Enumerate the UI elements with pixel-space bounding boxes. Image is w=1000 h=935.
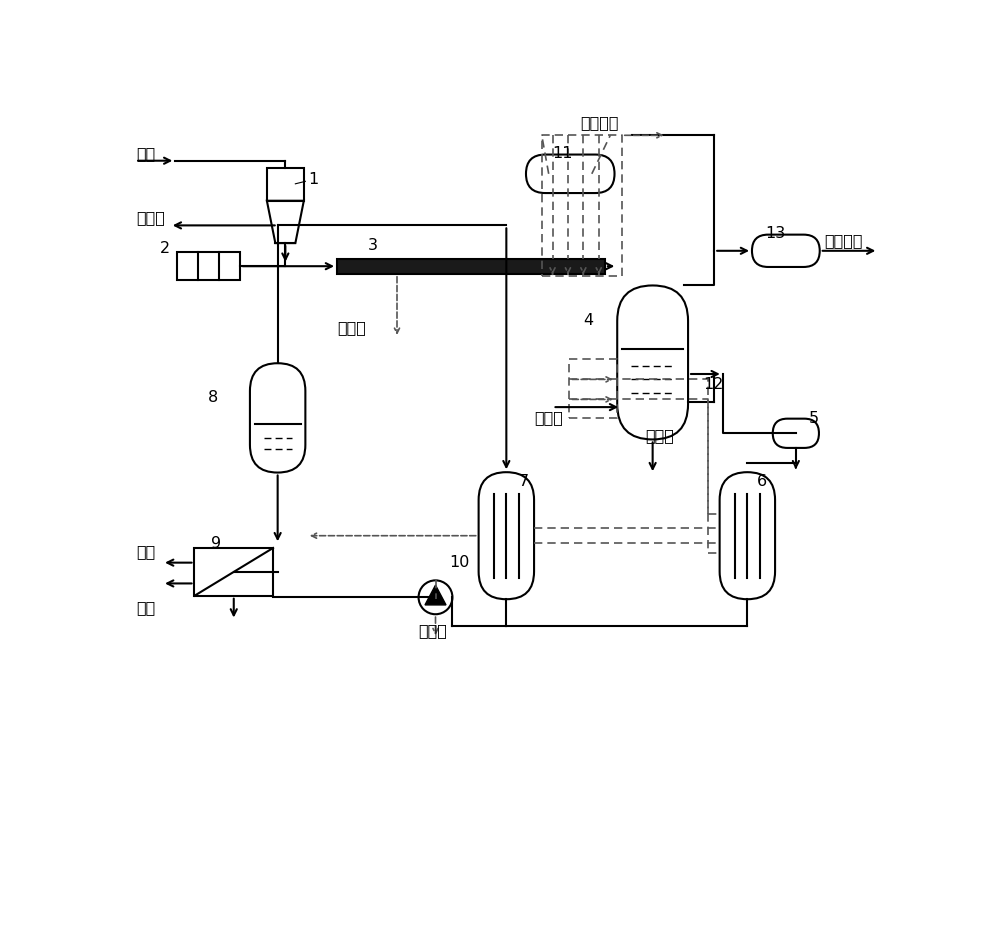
FancyBboxPatch shape: [752, 235, 820, 267]
Text: 11: 11: [553, 146, 573, 161]
Text: 气相产物: 气相产物: [824, 234, 863, 249]
Text: 4: 4: [583, 313, 593, 328]
FancyBboxPatch shape: [479, 472, 534, 599]
Text: 饱和蒸汽: 饱和蒸汽: [580, 115, 619, 130]
Text: 闪蒸汽: 闪蒸汽: [137, 210, 166, 225]
FancyBboxPatch shape: [526, 154, 615, 193]
Text: 8: 8: [208, 390, 219, 405]
Text: 冷却水: 冷却水: [419, 623, 447, 638]
Text: 9: 9: [211, 536, 221, 551]
FancyBboxPatch shape: [617, 285, 688, 439]
Text: 13: 13: [765, 225, 785, 241]
FancyBboxPatch shape: [720, 472, 775, 599]
Text: 滤液: 滤液: [137, 600, 156, 615]
FancyBboxPatch shape: [250, 363, 305, 472]
Text: 1: 1: [308, 172, 319, 187]
Bar: [194, 548, 273, 596]
Polygon shape: [425, 585, 446, 605]
Text: 氧化剂: 氧化剂: [534, 410, 563, 425]
Text: 滤渣: 滤渣: [137, 544, 156, 559]
Text: 排大渣: 排大渣: [645, 428, 674, 443]
Text: 2: 2: [160, 241, 170, 256]
Text: 12: 12: [703, 377, 724, 392]
Text: 污泥: 污泥: [137, 146, 156, 161]
Bar: [177, 252, 240, 280]
Bar: [267, 168, 304, 201]
Text: 3: 3: [368, 238, 378, 253]
Bar: [337, 258, 605, 274]
Text: 5: 5: [809, 410, 819, 425]
FancyBboxPatch shape: [773, 419, 819, 448]
Text: 10: 10: [449, 555, 470, 570]
Text: 7: 7: [519, 474, 529, 490]
Text: 冷凝水: 冷凝水: [337, 321, 366, 336]
Text: 6: 6: [757, 474, 767, 490]
